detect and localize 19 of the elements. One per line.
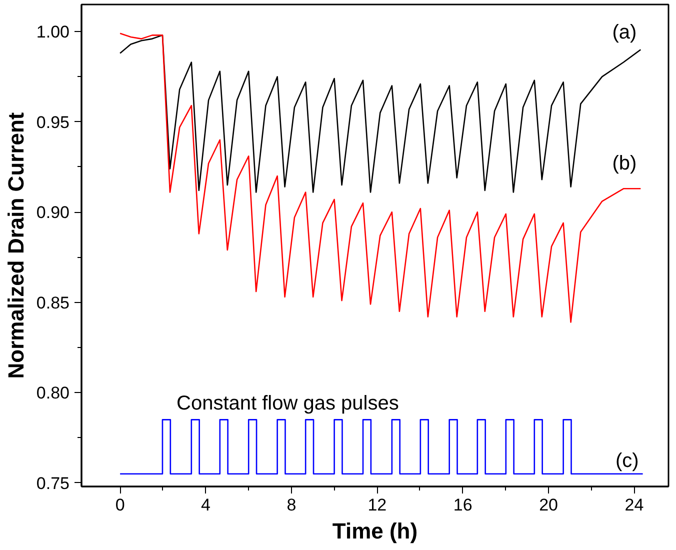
y-tick-label: 0.85 xyxy=(36,293,70,312)
x-tick-label: 4 xyxy=(201,496,210,514)
y-tick-label: 1.00 xyxy=(36,22,70,42)
x-tick-label: 12 xyxy=(368,496,387,514)
x-tick-label: 8 xyxy=(286,496,296,514)
x-tick-label: 20 xyxy=(539,496,558,514)
y-tick-label: 0.90 xyxy=(36,203,70,222)
series-label: (b) xyxy=(612,152,637,175)
series-label: (a) xyxy=(612,22,637,44)
y-tick-label: 0.80 xyxy=(36,384,70,403)
annotation: Constant flow gas pulses xyxy=(176,392,399,414)
y-tick-label: 0.75 xyxy=(36,474,70,493)
series-label: (c) xyxy=(615,450,639,472)
x-tick-label: 0 xyxy=(115,496,125,514)
x-axis-title: Time (h) xyxy=(332,518,418,544)
y-axis-title: Normalized Drain Current xyxy=(3,112,28,379)
y-tick-label: 0.95 xyxy=(36,112,70,132)
x-tick-label: 24 xyxy=(624,496,644,514)
x-tick-label: 16 xyxy=(453,496,472,514)
